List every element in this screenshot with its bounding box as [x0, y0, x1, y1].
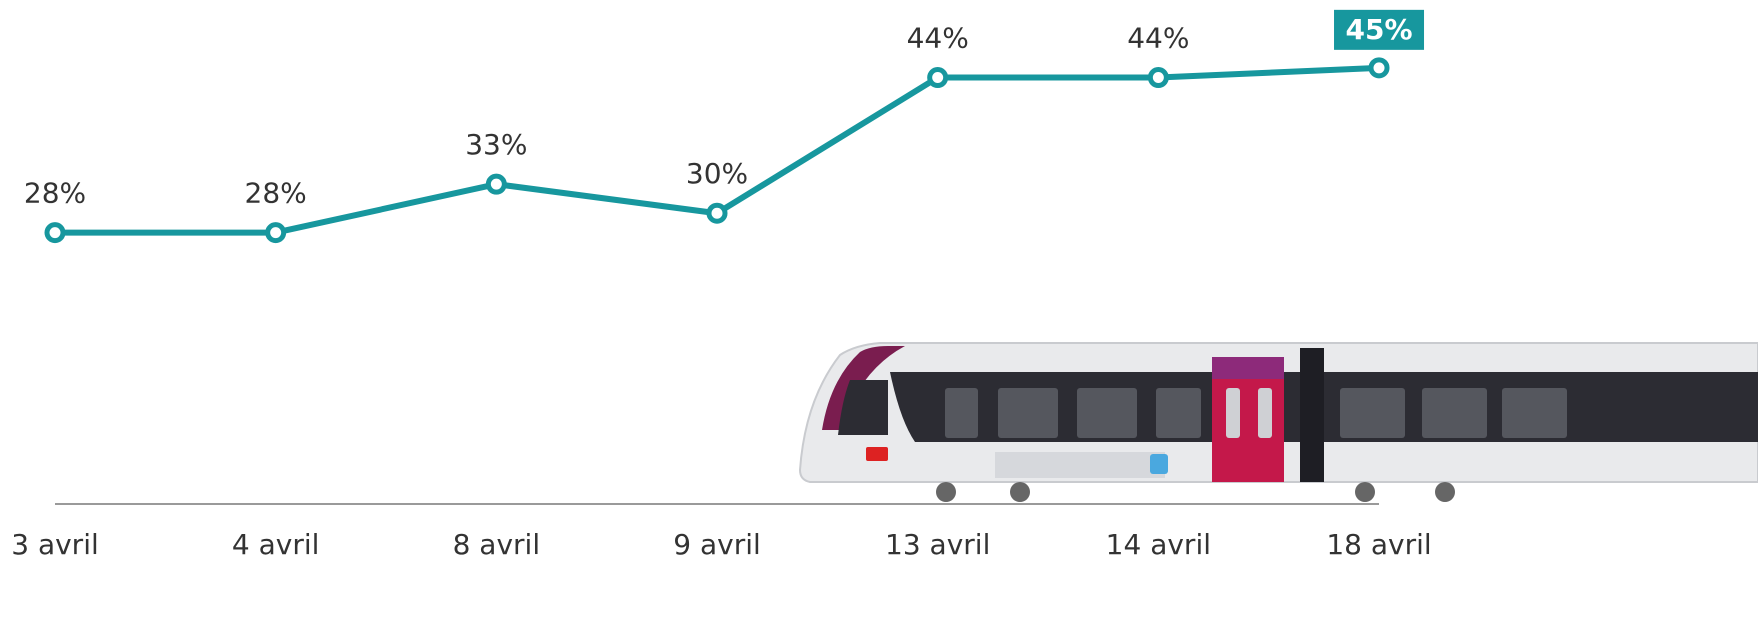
- value-label: 30%: [686, 157, 748, 190]
- x-tick-label: 3 avril: [11, 528, 99, 561]
- value-label: 44%: [907, 22, 969, 55]
- value-label: 44%: [1127, 22, 1189, 55]
- point: [1150, 70, 1166, 86]
- point: [930, 70, 946, 86]
- page: 3 avril 4 avril 8 avril 9 avril 13 avril 14 a…: [0, 0, 1758, 629]
- x-tick-label: 9 avril: [673, 528, 761, 561]
- value-label: 28%: [245, 177, 307, 210]
- x-tick-label: 18 avril: [1326, 528, 1431, 561]
- value-label: 45%: [1346, 13, 1413, 46]
- point: [709, 205, 725, 221]
- point: [488, 176, 504, 192]
- value-label: 28%: [24, 177, 86, 210]
- point: [1371, 60, 1387, 76]
- point: [47, 225, 63, 241]
- point: [268, 225, 284, 241]
- chart: 3 avril 4 avril 8 avril 9 avril 13 avril 14 a…: [0, 0, 1758, 629]
- x-tick-label: 4 avril: [232, 528, 320, 561]
- x-tick-label: 8 avril: [453, 528, 541, 561]
- x-tick-label: 14 avril: [1106, 528, 1211, 561]
- x-tick-label: 13 avril: [885, 528, 990, 561]
- value-label: 33%: [465, 128, 527, 161]
- train-illustration: [800, 343, 1758, 502]
